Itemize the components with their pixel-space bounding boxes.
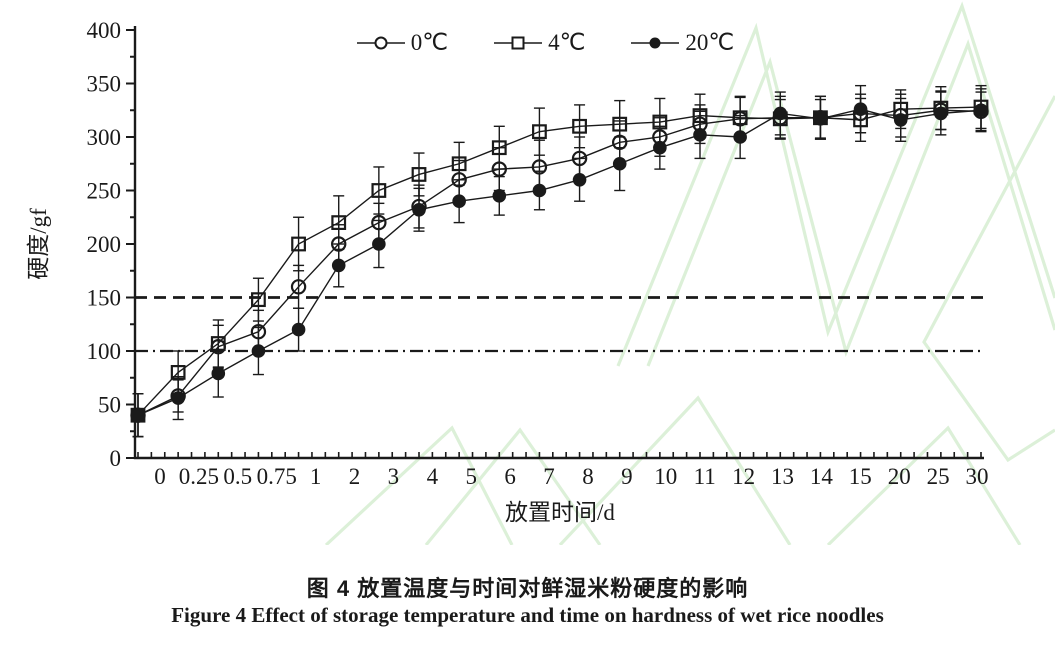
x-tick-label: 30 bbox=[966, 464, 989, 489]
series-line bbox=[137, 106, 982, 416]
y-tick-label: 300 bbox=[87, 125, 122, 150]
x-tick-label: 4 bbox=[427, 464, 439, 489]
legend-label-20c: 20℃ bbox=[685, 30, 735, 55]
watermark-pattern bbox=[324, 1, 1055, 545]
y-tick-label: 400 bbox=[87, 18, 122, 43]
series-4c bbox=[130, 84, 989, 438]
series-line bbox=[137, 108, 982, 416]
x-tick-label: 25 bbox=[927, 464, 950, 489]
legend-item-20c: 20℃ bbox=[631, 30, 734, 56]
x-tick-label: 10 bbox=[654, 464, 677, 489]
x-tick-label: 20 bbox=[888, 464, 911, 489]
open-square-marker-icon bbox=[494, 36, 543, 50]
legend-label-4c: 4℃ bbox=[548, 30, 586, 55]
x-tick-label: 8 bbox=[582, 464, 594, 489]
figure-caption-english: Figure 4 Effect of storage temperature a… bbox=[171, 603, 884, 627]
legend-label-0c: 0℃ bbox=[410, 30, 449, 55]
y-tick-label: 350 bbox=[87, 72, 122, 97]
y-axis-ticks: 0 50 100 150 200 250 300 350 400 bbox=[87, 18, 135, 471]
x-tick-label: 0 bbox=[154, 464, 166, 489]
x-tick-label: 3 bbox=[388, 464, 400, 489]
x-axis-labels: 0 0.25 0.5 0.75 1 2 3 4 5 6 7 8 9 10 11 12 13 14 15 20 25 30 bbox=[154, 464, 988, 489]
x-axis-ticks bbox=[137, 452, 982, 458]
error-bars bbox=[132, 90, 987, 438]
legend-item-4c: 4℃ bbox=[494, 30, 585, 56]
x-tick-label: 0.5 bbox=[223, 464, 252, 489]
chart-legend: 0℃ 4℃ 20℃ bbox=[18, 30, 1055, 56]
filled-circle-marker-icon bbox=[631, 37, 680, 49]
y-tick-label: 150 bbox=[87, 286, 122, 311]
figure-caption-chinese: 图 4 放置温度与时间对鲜湿米粉硬度的影响 bbox=[306, 576, 749, 601]
x-tick-label: 15 bbox=[849, 464, 872, 489]
legend-item-0c: 0℃ bbox=[356, 30, 449, 56]
axes bbox=[133, 26, 984, 460]
y-tick-label: 200 bbox=[87, 232, 122, 257]
reference-lines bbox=[135, 296, 984, 353]
open-square-markers bbox=[130, 99, 989, 423]
series-20c bbox=[131, 84, 988, 438]
y-tick-label: 100 bbox=[87, 339, 122, 364]
x-tick-label: 11 bbox=[694, 464, 716, 489]
series-line bbox=[137, 109, 982, 416]
y-tick-label: 0 bbox=[110, 446, 122, 471]
x-tick-label: 9 bbox=[621, 464, 633, 489]
x-tick-label: 0.25 bbox=[179, 464, 219, 489]
x-tick-label: 2 bbox=[349, 464, 361, 489]
x-tick-label: 5 bbox=[465, 464, 477, 489]
x-axis-title: 放置时间/d bbox=[505, 500, 615, 525]
open-circle-marker-icon bbox=[356, 36, 405, 50]
x-tick-label: 1 bbox=[310, 464, 322, 489]
x-tick-label: 14 bbox=[810, 464, 834, 489]
x-tick-label: 6 bbox=[504, 464, 516, 489]
y-axis-title: 硬度/gf bbox=[26, 208, 51, 280]
x-tick-label: 7 bbox=[543, 464, 555, 489]
x-tick-label: 12 bbox=[732, 464, 755, 489]
y-tick-label: 250 bbox=[87, 179, 122, 204]
filled-circle-markers bbox=[131, 102, 988, 423]
y-tick-label: 50 bbox=[98, 393, 121, 418]
x-tick-label: 0.75 bbox=[257, 464, 297, 489]
series-0c bbox=[130, 90, 989, 438]
x-tick-label: 13 bbox=[771, 464, 794, 489]
